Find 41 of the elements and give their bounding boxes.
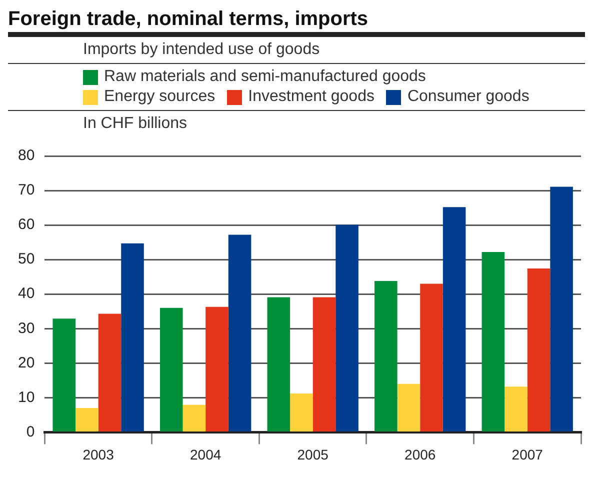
- legend-label: Consumer goods: [407, 88, 530, 106]
- y-tick-label: 80: [18, 147, 35, 164]
- x-tick-label: 2005: [297, 446, 329, 462]
- bar: [121, 243, 144, 432]
- bar: [290, 394, 313, 432]
- y-tick-label: 20: [18, 354, 35, 372]
- bar: [98, 314, 122, 432]
- x-tick-label: 2006: [404, 446, 436, 462]
- bar: [228, 234, 252, 432]
- bar: [182, 404, 206, 432]
- y-tick-label: 50: [18, 250, 35, 268]
- y-axis-title: In CHF billions: [82, 114, 188, 134]
- bar: [206, 306, 228, 432]
- chart-subtitle: Imports by intended use of goods: [8, 37, 585, 64]
- bar: [397, 384, 420, 432]
- bar: [336, 224, 358, 432]
- x-tick-label: 2003: [82, 446, 114, 462]
- bar: [527, 268, 550, 432]
- bar: [160, 308, 183, 432]
- y-tick-label: 0: [26, 423, 35, 440]
- y-tick-label: 30: [18, 320, 35, 337]
- bar: [76, 408, 98, 432]
- y-tick-label: 60: [18, 216, 35, 234]
- x-tick-label: 2004: [190, 446, 222, 462]
- x-tick-label: 2007: [512, 446, 544, 462]
- bar: [312, 297, 336, 432]
- bar: [267, 297, 290, 432]
- bar: [504, 386, 528, 432]
- legend-label: Energy sources: [104, 88, 216, 106]
- y-tick-label: 10: [18, 388, 35, 406]
- bar: [52, 318, 76, 432]
- bar: [420, 284, 443, 432]
- bar: [374, 280, 398, 432]
- bar: [442, 207, 466, 432]
- bar: [482, 252, 505, 432]
- legend-label: Raw materials and semi-manufactured goods: [104, 68, 426, 86]
- y-tick-label: 70: [18, 182, 35, 199]
- legend-label: Investment goods: [248, 88, 374, 106]
- bar: [550, 186, 573, 432]
- chart-title: Foreign trade, nominal terms, imports: [8, 8, 370, 30]
- y-tick-label: 40: [18, 285, 35, 302]
